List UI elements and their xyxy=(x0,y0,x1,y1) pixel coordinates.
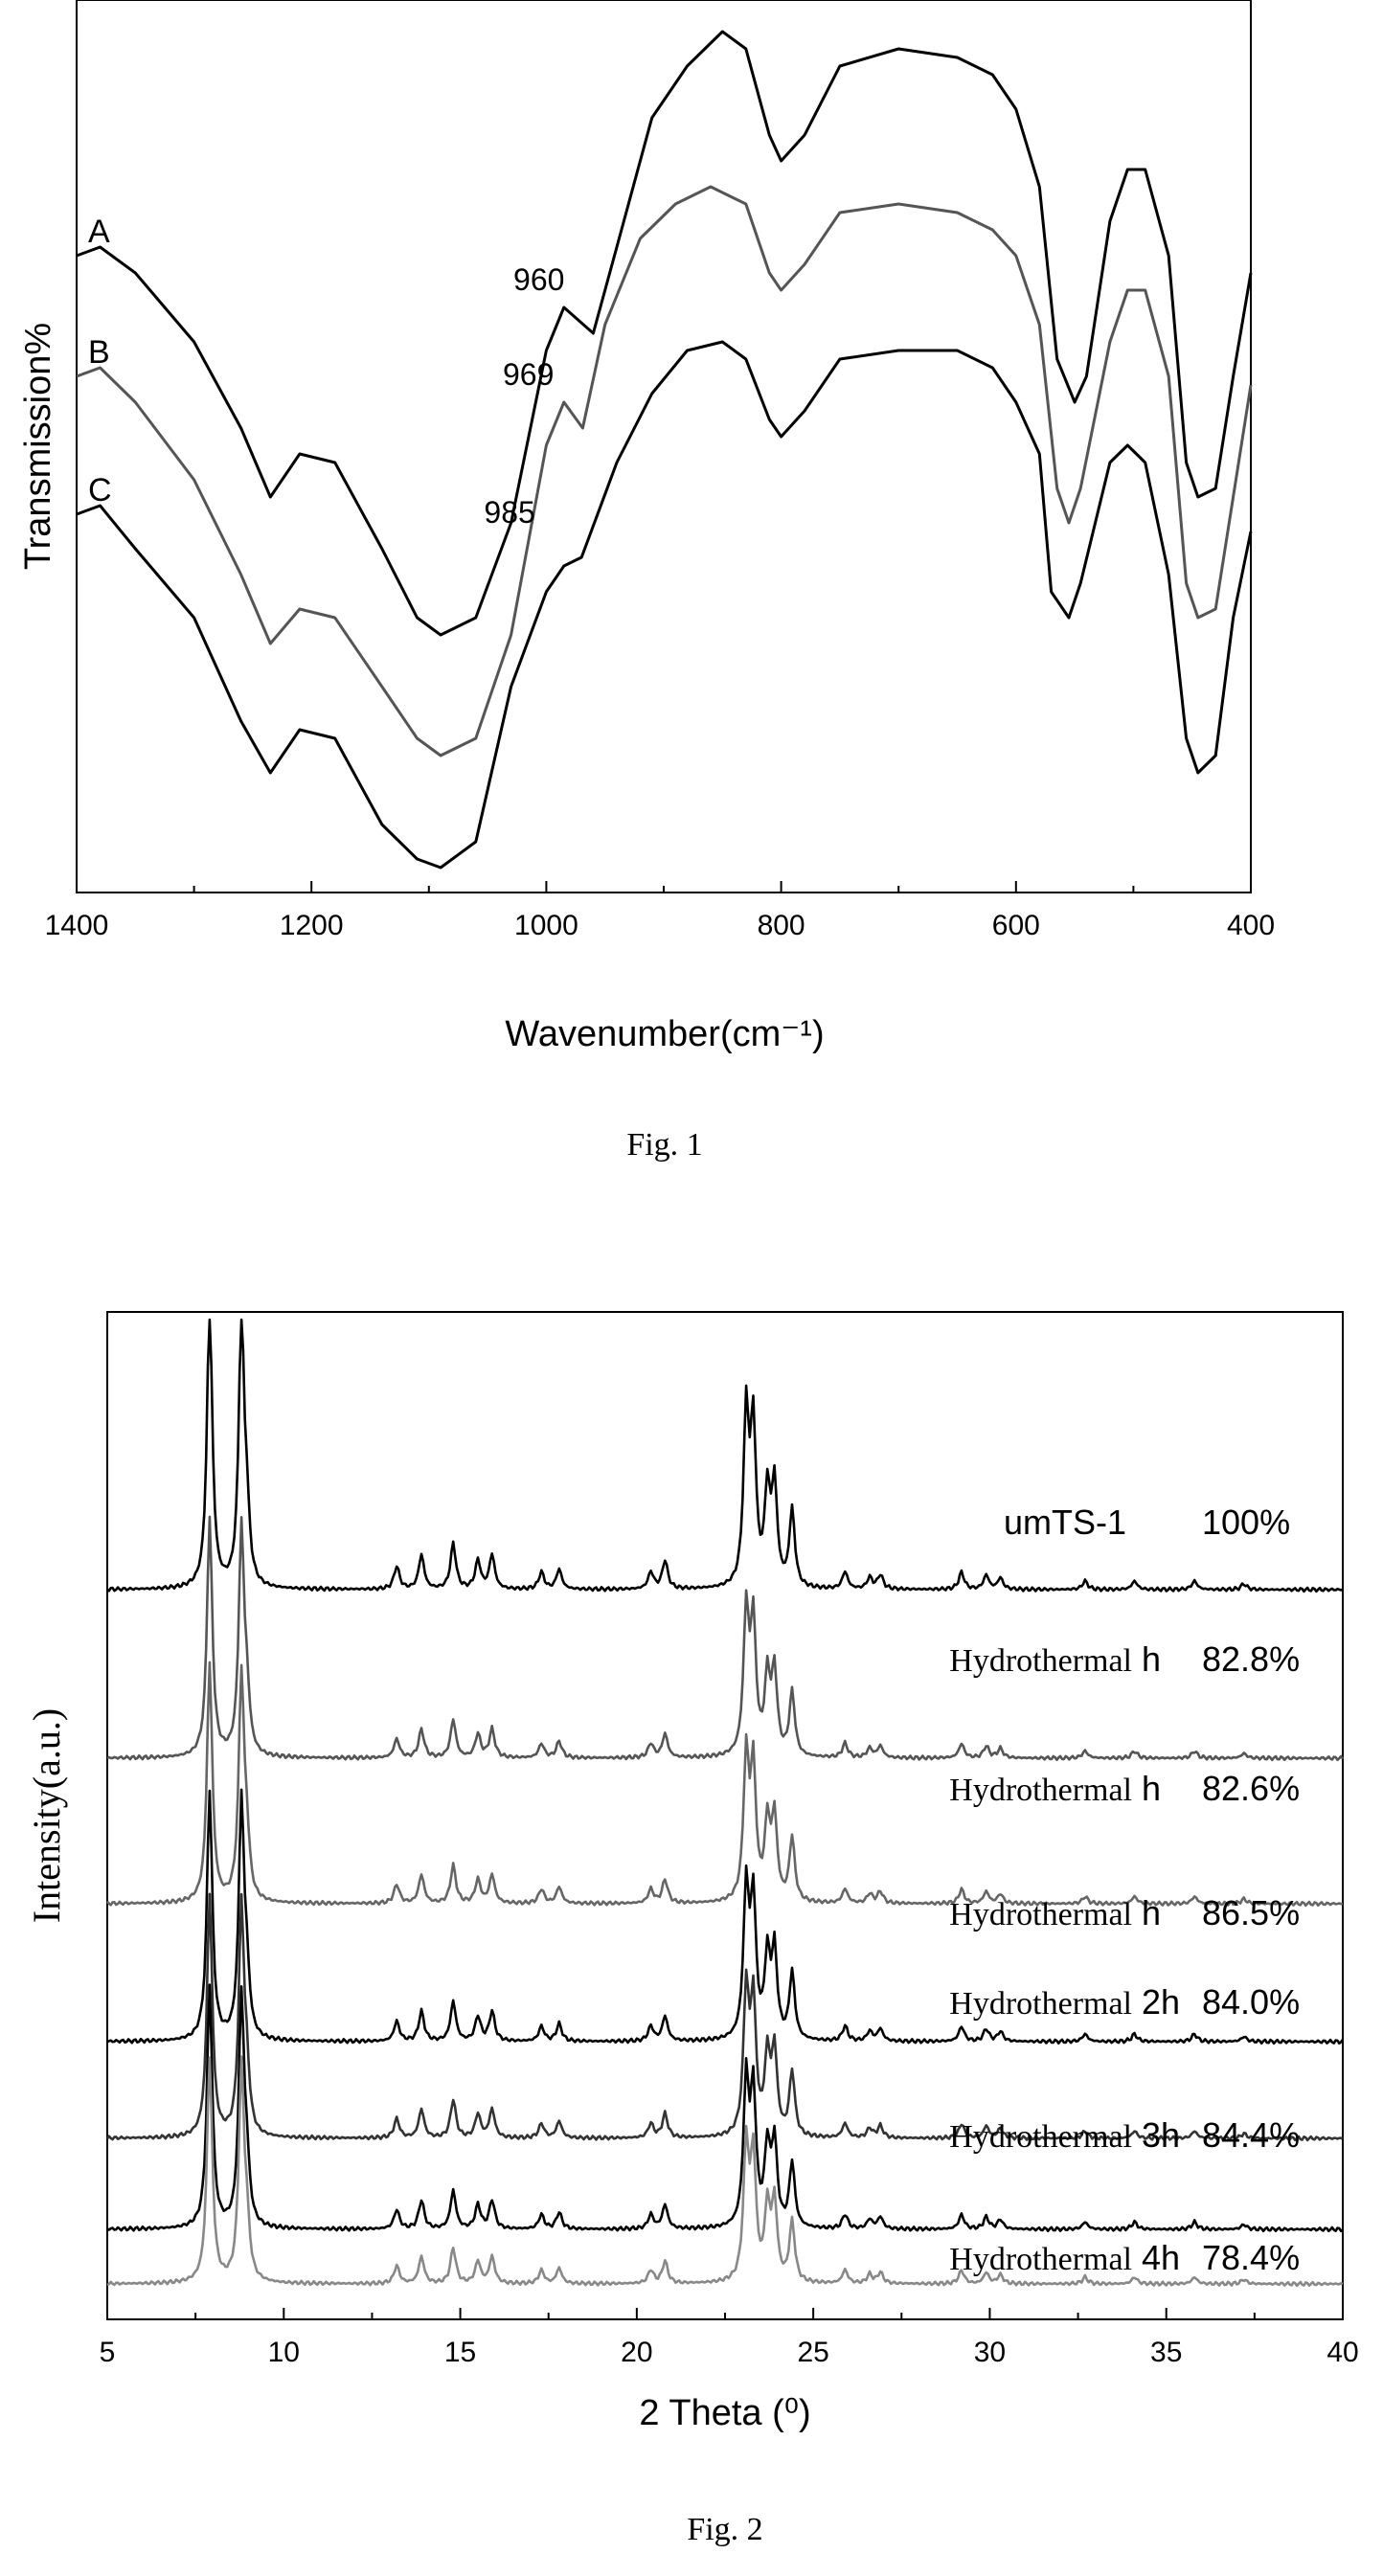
fig2-series-label-name: Hydrothermal xyxy=(949,1643,1132,1679)
fig2-series-2 xyxy=(105,1661,1344,1908)
fig1-series-names: A B C xyxy=(88,214,112,508)
fig2-series-4 xyxy=(105,1892,1344,2142)
fig1-x-axis-label: Wavenumber(cm⁻¹) xyxy=(505,1014,824,1054)
fig2-series-label-value: 82.6% xyxy=(1202,1769,1300,1808)
fig2-series-5 xyxy=(106,1983,1344,2233)
fig1-chart: Transmission% Wavenumber(cm⁻¹) Fig. 1 14… xyxy=(18,0,1275,1163)
fig2-series-label-time: 4h xyxy=(1142,2238,1180,2277)
fig1-x-tick-label: 800 xyxy=(758,910,805,941)
fig2-caption: Fig. 2 xyxy=(687,2512,762,2547)
fig2-series-label-value: 82.8% xyxy=(1202,1639,1300,1679)
fig1-x-tick-label: 400 xyxy=(1227,910,1275,941)
fig2-series-label-time: h xyxy=(1142,1893,1161,1932)
fig2-x-tick-label: 15 xyxy=(444,2337,476,2368)
fig2-series-label-value: 84.4% xyxy=(1202,2115,1300,2155)
fig2-series-label-name: Hydrothermal xyxy=(949,2119,1132,2155)
fig1-peak-label: 969 xyxy=(503,357,554,392)
fig2-series-0 xyxy=(106,1318,1344,1593)
fig1-series-group xyxy=(76,30,1253,870)
fig2-x-tick-label: 10 xyxy=(268,2337,300,2368)
fig1-peak-label: 985 xyxy=(484,495,534,530)
fig2-series-label-time: 2h xyxy=(1142,1982,1180,2022)
fig1-peak-label: 960 xyxy=(513,262,564,297)
fig2-chart: Intensity(a.u.) 2 Theta (⁰) Fig. 2 5 10 15… xyxy=(25,1311,1359,2547)
fig1-caption: Fig. 1 xyxy=(626,1127,702,1163)
fig2-series-1 xyxy=(106,1515,1345,1762)
fig2-series-3 xyxy=(106,1788,1345,2045)
fig2-series-label-time: h xyxy=(1142,1639,1161,1679)
fig1-series-b xyxy=(76,185,1253,757)
fig2-series-6 xyxy=(106,2055,1344,2288)
fig2-x-tick-label: 35 xyxy=(1150,2337,1182,2368)
fig2-series-label-time: h xyxy=(1142,1769,1161,1808)
fig2-series-label-name: Hydrothermal xyxy=(949,1986,1132,2022)
fig2-series-label-value: 84.0% xyxy=(1202,1982,1300,2022)
fig1-series-c xyxy=(76,340,1253,870)
fig1-series-name-b: B xyxy=(88,334,110,371)
fig2-x-tick-label: 30 xyxy=(974,2337,1006,2368)
fig2-x-tick-label: 5 xyxy=(100,2337,116,2368)
fig2-series-label-name: Hydrothermal xyxy=(949,1773,1132,1808)
fig2-series-label-name: Hydrothermal xyxy=(949,2242,1132,2277)
fig1-x-tick-label: 1400 xyxy=(45,910,109,941)
fig1-x-tick-label: 600 xyxy=(992,910,1040,941)
fig2-series-label-value: 86.5% xyxy=(1202,1893,1300,1932)
fig1-y-axis-label: Transmission% xyxy=(18,323,58,570)
fig2-series-label-value: 78.4% xyxy=(1202,2238,1300,2277)
fig2-x-tick-label: 20 xyxy=(621,2337,652,2368)
fig2-x-tick-label: 25 xyxy=(797,2337,828,2368)
fig2-plot-frame xyxy=(106,1311,1344,2320)
fig1-x-ticks: 1400 1200 1000 800 600 400 xyxy=(45,881,1275,941)
fig1-x-tick-label: 1200 xyxy=(280,910,344,941)
fig2-series-label-time: 3h xyxy=(1142,2115,1180,2155)
fig2-y-axis-label: Intensity(a.u.) xyxy=(25,1708,68,1923)
fig2-series-labels: umTS-1 100% Hydrothermal h 82.8% Hydrothermal… xyxy=(949,1503,1300,2277)
fig1-series-a xyxy=(76,30,1253,637)
fig1-series-name-a: A xyxy=(88,214,110,250)
fig1-x-tick-label: 1000 xyxy=(514,910,578,941)
fig1-peak-annotations: 960 969 985 xyxy=(484,262,564,530)
fig2-series-label-name: umTS-1 xyxy=(1004,1503,1126,1542)
fig2-x-tick-label: 40 xyxy=(1326,2337,1358,2368)
fig2-series-label-name: Hydrothermal xyxy=(949,1897,1132,1932)
fig1-plot-frame xyxy=(76,0,1252,893)
fig2-series-label-value: 100% xyxy=(1202,1503,1290,1542)
fig2-x-ticks: 5 10 15 20 25 30 35 40 xyxy=(100,2308,1359,2368)
fig2-series-group xyxy=(105,1318,1345,2288)
fig1-series-name-c: C xyxy=(88,472,112,508)
fig2-x-axis-label: 2 Theta (⁰) xyxy=(639,2393,810,2433)
